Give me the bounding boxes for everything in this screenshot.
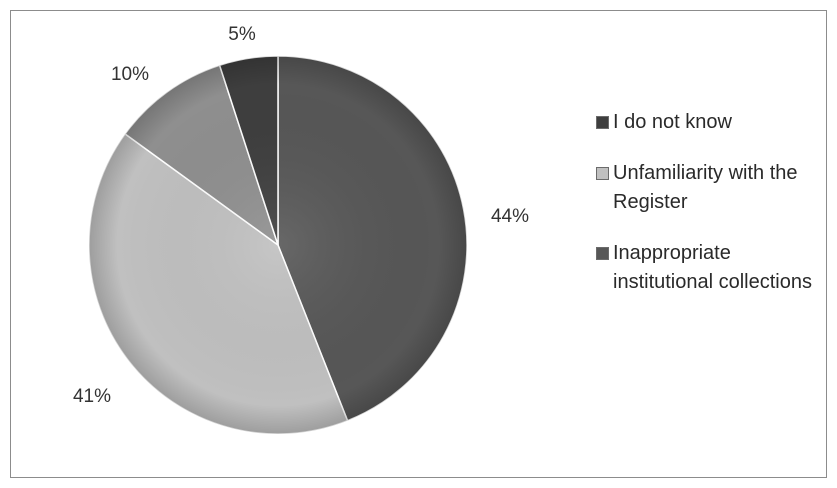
legend-swatch: [596, 167, 609, 180]
data-label: 41%: [73, 386, 111, 407]
data-label: 5%: [228, 24, 256, 45]
data-label: 44%: [491, 206, 529, 227]
legend-label: I do not know: [613, 111, 732, 133]
pie-shading: [89, 56, 467, 434]
legend-item-inappropriate-collections: Inappropriate institutional collections: [596, 239, 826, 297]
data-label: 10%: [111, 64, 149, 85]
legend: I do not know Unfamiliarity with the Reg…: [596, 108, 826, 319]
legend-item-i-do-not-know: I do not know: [596, 108, 826, 137]
legend-swatch: [596, 116, 609, 129]
legend-item-unfamiliarity: Unfamiliarity with the Register: [596, 159, 826, 217]
legend-label: Unfamiliarity with the Register: [613, 162, 798, 213]
legend-label: Inappropriate institutional collections: [613, 242, 812, 293]
legend-swatch: [596, 247, 609, 260]
